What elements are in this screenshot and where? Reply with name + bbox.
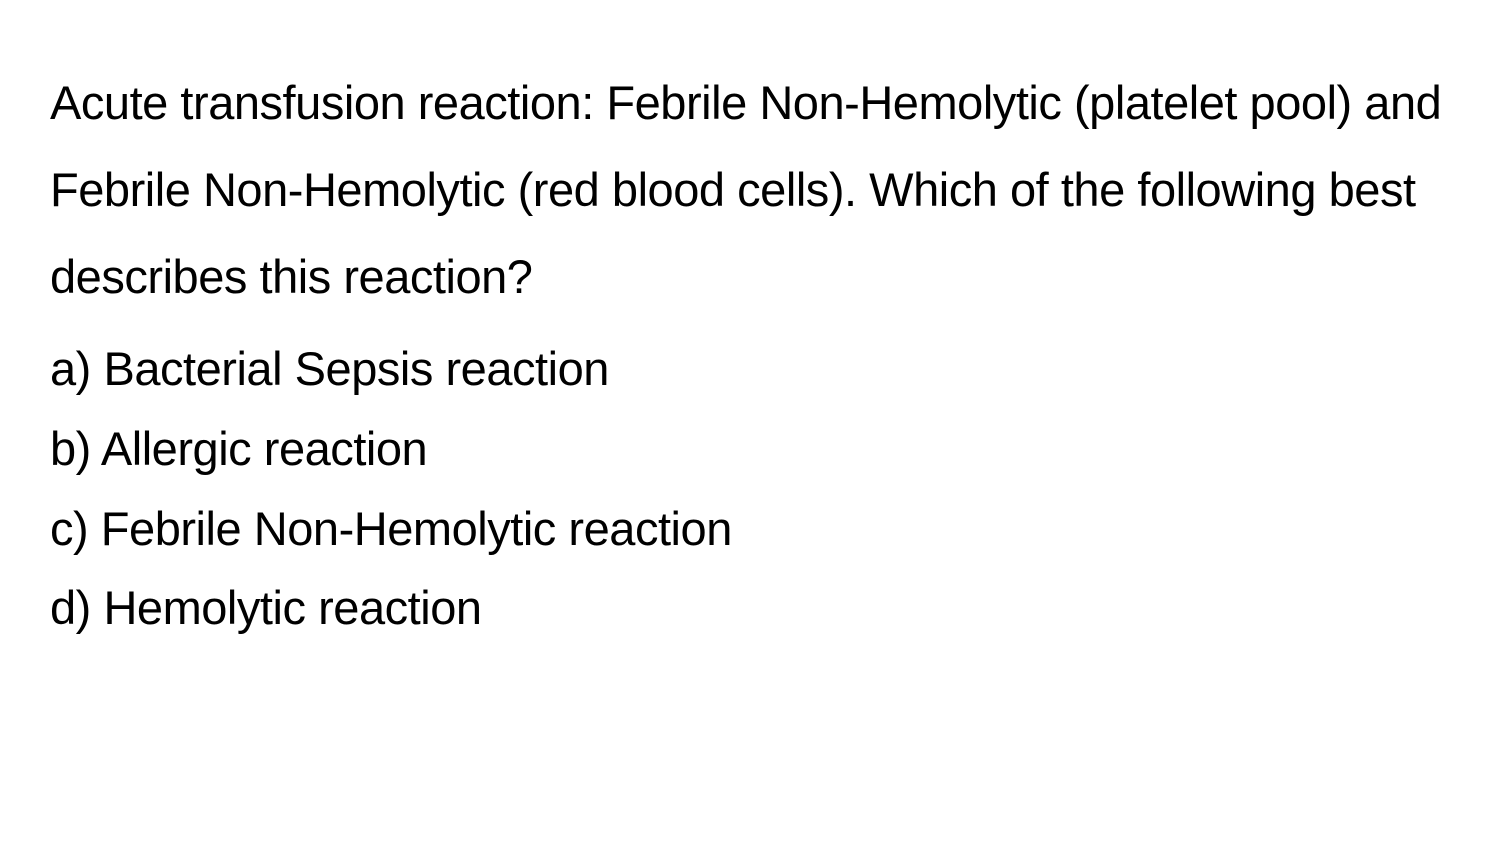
option-a: a) Bacterial Sepsis reaction	[50, 329, 1450, 409]
option-c: c) Febrile Non-Hemolytic reaction	[50, 489, 1450, 569]
question-text: Acute transfusion reaction: Febrile Non-…	[50, 60, 1450, 321]
option-d: d) Hemolytic reaction	[50, 568, 1450, 648]
option-b: b) Allergic reaction	[50, 409, 1450, 489]
options-list: a) Bacterial Sepsis reaction b) Allergic…	[50, 329, 1450, 649]
